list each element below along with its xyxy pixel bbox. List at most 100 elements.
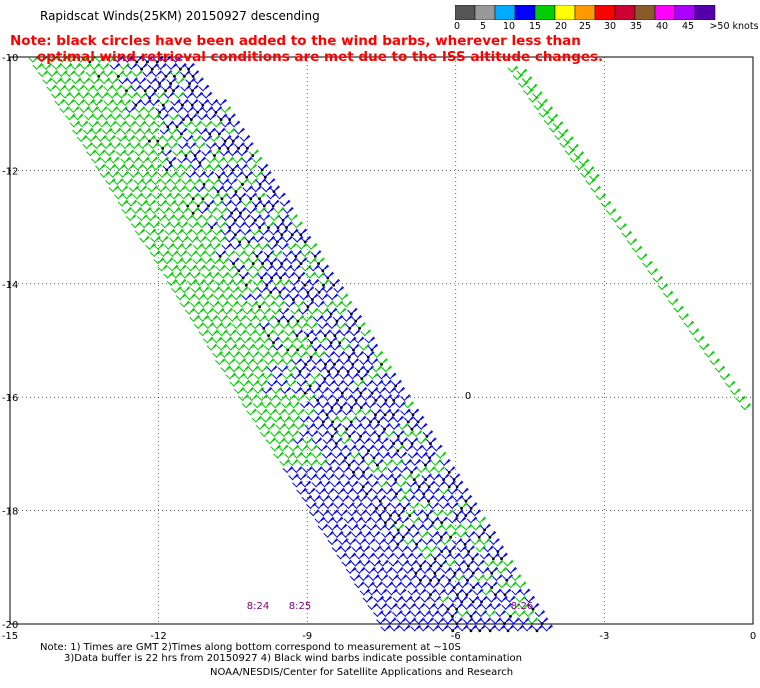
contamination-dot (324, 363, 327, 366)
wind-barb (129, 170, 140, 178)
contamination-dot (154, 89, 157, 93)
contamination-dot (258, 305, 262, 309)
contamination-dot (330, 435, 334, 438)
wind-barb (309, 386, 321, 394)
contamination-dot (116, 75, 120, 78)
wind-barb (125, 214, 137, 222)
wind-barb (439, 502, 450, 510)
wind-barb (201, 149, 213, 157)
wind-barb (409, 516, 421, 524)
contamination-dot (254, 204, 258, 208)
wind-barb (132, 192, 144, 200)
contamination-dot (490, 571, 494, 575)
contamination-dot (395, 492, 398, 496)
wind-barb (191, 134, 202, 142)
wind-barb (91, 127, 103, 135)
wind-barb (380, 624, 392, 632)
wind-barb (395, 494, 407, 502)
wind-barb (440, 538, 452, 546)
wind-barb (367, 588, 379, 596)
wind-barb (186, 264, 198, 272)
wind-barb (255, 422, 267, 430)
wind-barb (166, 62, 178, 70)
contamination-dot (369, 420, 373, 424)
wind-barb (564, 148, 576, 156)
wind-barb (207, 206, 218, 214)
wind-barb (301, 494, 313, 502)
contamination-dot (449, 535, 453, 539)
wind-barb (220, 350, 231, 358)
wind-barb (272, 372, 283, 380)
contamination-dot (389, 514, 392, 517)
wind-barb (234, 372, 246, 380)
contamination-dot (433, 557, 437, 561)
contamination-dot (358, 327, 361, 330)
wind-barb (221, 322, 232, 330)
wind-barb (279, 199, 291, 207)
wind-barb (428, 610, 440, 618)
wind-barb (120, 98, 132, 106)
wind-barb (285, 286, 297, 294)
wind-barb (386, 494, 398, 502)
wind-barb (291, 386, 303, 394)
wind-barb (385, 617, 397, 625)
wind-barb (352, 516, 364, 524)
wind-barb (239, 257, 251, 265)
wind-barb (317, 322, 329, 330)
wind-barb (294, 300, 305, 308)
contamination-dot (446, 607, 450, 611)
wind-barb (157, 170, 169, 178)
wind-barb (524, 595, 536, 603)
wind-barb (302, 314, 314, 322)
wind-barb (149, 206, 161, 214)
wind-barb (175, 170, 187, 178)
wind-barb (483, 545, 495, 553)
wind-barb (172, 149, 184, 157)
wind-barb (631, 245, 643, 253)
wind-barb (147, 185, 159, 193)
wind-barb (89, 62, 101, 70)
contamination-dot (469, 507, 473, 510)
contamination-dot (425, 435, 429, 438)
contamination-dot (383, 507, 387, 510)
wind-barb (337, 444, 348, 452)
wind-barb (125, 106, 137, 114)
wind-barb (198, 329, 210, 337)
contamination-dot (427, 499, 430, 503)
wind-barb (396, 617, 407, 625)
wind-barb (397, 466, 409, 474)
wind-barb (201, 242, 213, 250)
contamination-dot (333, 334, 337, 337)
wind-barb (362, 595, 374, 603)
wind-barb (206, 142, 217, 150)
wind-barb (385, 401, 396, 409)
wind-barb (207, 98, 219, 106)
wind-barb (204, 264, 216, 272)
wind-barb (284, 408, 296, 416)
wind-barb (403, 566, 414, 574)
wind-barb (422, 444, 434, 452)
wind-barb (86, 149, 97, 157)
wind-barb (149, 113, 161, 121)
wind-barb (443, 509, 454, 517)
contamination-dot (396, 435, 400, 438)
wind-barb (225, 235, 236, 243)
wind-barb (225, 127, 236, 135)
wind-barb (196, 127, 208, 135)
wind-barb (533, 103, 545, 111)
wind-barb (323, 394, 334, 402)
wind-barb (435, 588, 446, 596)
wind-barb (195, 264, 206, 272)
wind-barb (331, 408, 343, 416)
wind-barb (342, 394, 354, 402)
wind-barb (528, 95, 539, 103)
contamination-dot (219, 118, 223, 121)
wind-barb (286, 365, 297, 373)
wind-barb (271, 386, 283, 394)
wind-barb (574, 163, 586, 171)
wind-barb (325, 379, 336, 387)
wind-barb (336, 552, 348, 560)
wind-barb (146, 214, 157, 222)
wind-barb (271, 250, 283, 258)
